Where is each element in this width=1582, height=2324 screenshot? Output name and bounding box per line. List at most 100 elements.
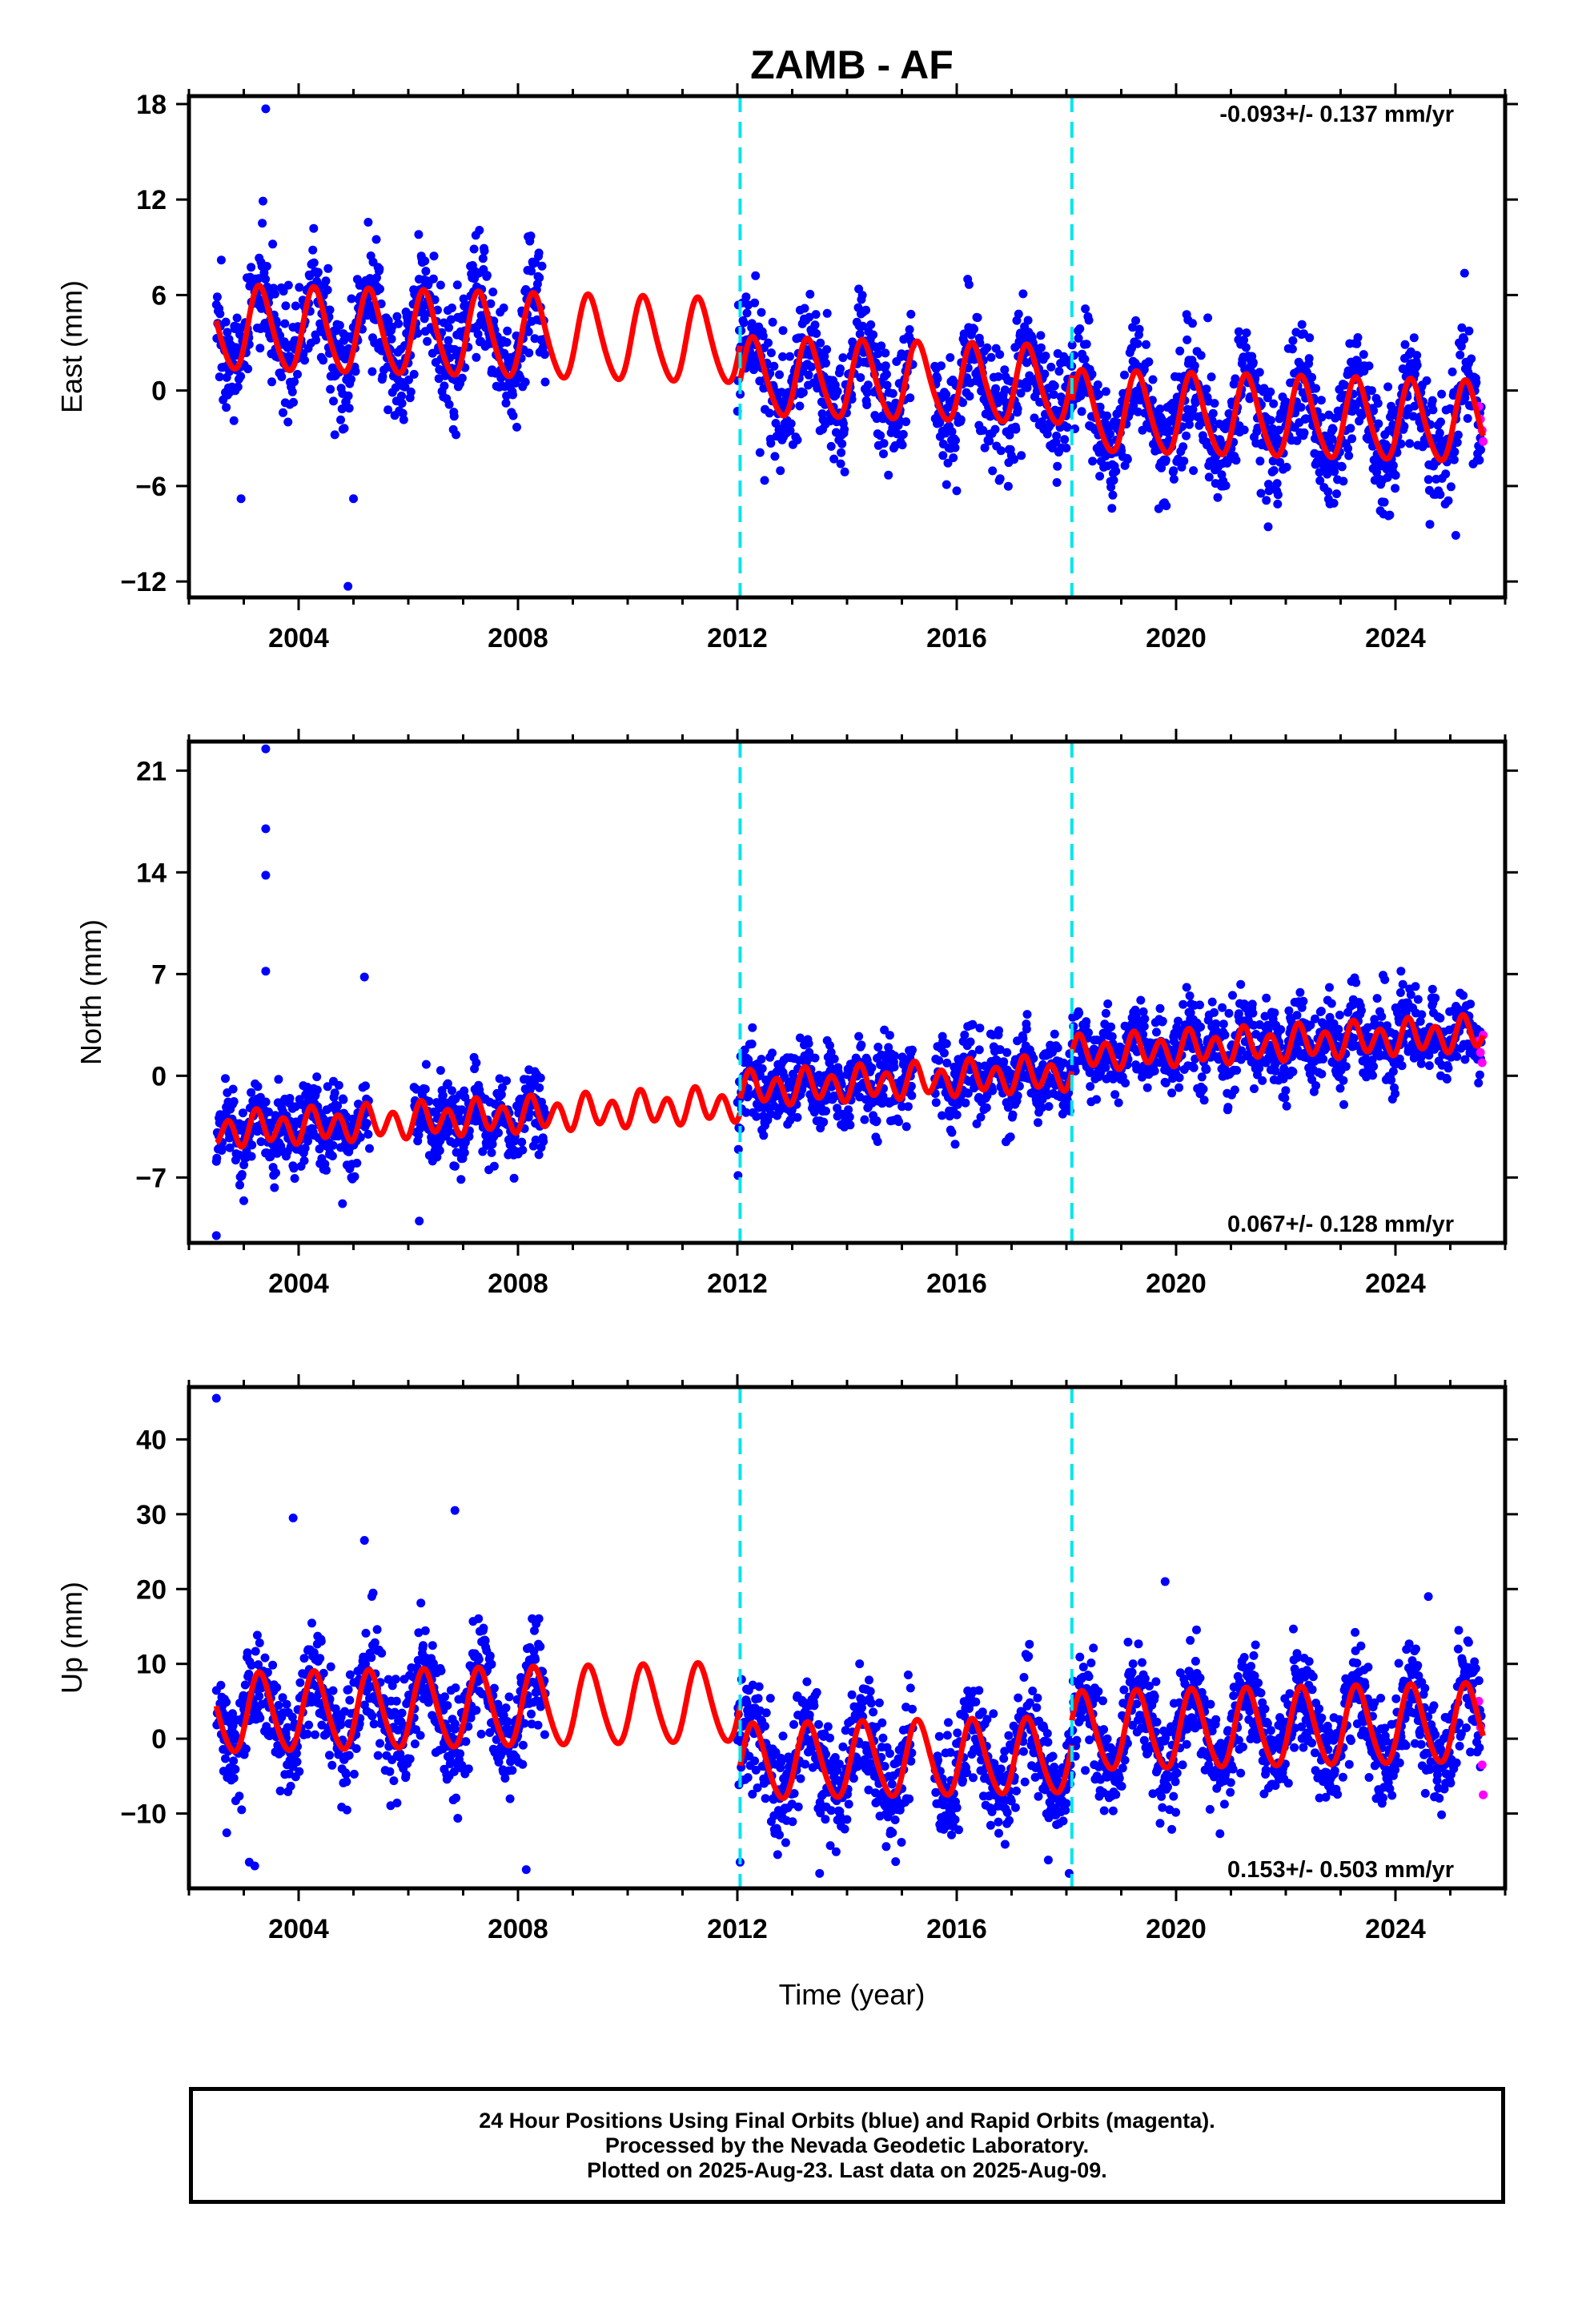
position-point (854, 1031, 864, 1041)
position-point (235, 1180, 244, 1190)
position-point (1010, 455, 1019, 464)
position-point (1287, 344, 1297, 354)
position-point (1292, 1011, 1302, 1020)
y-tick-label: 6 (151, 280, 167, 311)
position-point (291, 1749, 301, 1758)
position-point (1275, 425, 1283, 435)
position-point (1299, 996, 1308, 1006)
position-point (1155, 1003, 1165, 1013)
position-point (1383, 472, 1392, 482)
position-point (1221, 480, 1231, 490)
position-point (873, 1137, 882, 1146)
position-point (436, 280, 445, 290)
position-point (778, 326, 788, 336)
position-point (881, 369, 891, 379)
position-point (1475, 456, 1484, 465)
position-point (856, 373, 865, 382)
position-point (1383, 1021, 1391, 1031)
position-point (1472, 378, 1481, 388)
position-point (1182, 431, 1191, 440)
position-point (1409, 333, 1419, 343)
position-point (1460, 268, 1469, 278)
position-point (1102, 411, 1112, 420)
position-point (280, 319, 290, 328)
position-point (776, 466, 785, 476)
position-point (295, 1678, 305, 1687)
position-point (947, 427, 957, 436)
position-point (845, 1120, 855, 1130)
position-point (860, 1115, 869, 1124)
outlier-point (211, 1231, 221, 1240)
position-point (938, 1111, 947, 1120)
position-point (327, 363, 337, 372)
position-point (822, 308, 832, 318)
position-point (770, 452, 780, 461)
position-point (414, 1130, 424, 1140)
position-point (795, 401, 805, 411)
position-point (1475, 1070, 1484, 1080)
position-point (1344, 451, 1354, 460)
position-point (765, 408, 774, 418)
position-point (1273, 499, 1283, 509)
position-point (1315, 476, 1325, 485)
position-point (1255, 456, 1265, 466)
position-point (1372, 994, 1382, 1003)
position-point (347, 294, 356, 304)
position-point (1263, 522, 1273, 532)
position-point (440, 381, 449, 391)
position-point (304, 1720, 314, 1730)
position-point (1435, 1013, 1445, 1023)
position-point (884, 1043, 893, 1052)
position-point (1282, 1101, 1291, 1111)
position-point (1416, 1059, 1426, 1068)
position-point (907, 1091, 917, 1100)
position-point (942, 1058, 952, 1068)
position-point (965, 392, 974, 401)
position-point (793, 1112, 802, 1122)
position-point (1239, 425, 1249, 435)
position-point (1218, 1003, 1227, 1012)
position-point (244, 1669, 254, 1679)
position-point (1106, 482, 1116, 492)
position-point (901, 417, 911, 427)
position-point (888, 388, 897, 398)
outlier-point (415, 1216, 424, 1226)
x-tick-label: 2016 (926, 623, 987, 653)
position-point (241, 1744, 251, 1754)
position-point (1242, 328, 1251, 338)
position-point (413, 328, 423, 338)
position-point (1459, 991, 1468, 1000)
position-point (469, 244, 479, 254)
position-point (1339, 1100, 1348, 1109)
position-point (537, 261, 547, 271)
position-point (1016, 388, 1026, 398)
position-point (764, 338, 773, 348)
position-point (978, 425, 988, 435)
position-point (876, 431, 885, 440)
position-point (322, 1165, 331, 1175)
position-point (741, 1108, 751, 1117)
position-point (1335, 1011, 1344, 1019)
position-point (1443, 1063, 1453, 1073)
position-point (270, 1183, 279, 1192)
position-point (262, 262, 271, 271)
position-point (1036, 331, 1046, 340)
position-point (243, 364, 253, 374)
position-point (264, 1108, 273, 1116)
position-point (212, 292, 222, 302)
position-point (1013, 1091, 1022, 1100)
position-point (394, 319, 404, 328)
position-point (1243, 1050, 1253, 1059)
position-point (383, 316, 393, 325)
position-point (1017, 451, 1026, 460)
position-point (1359, 350, 1368, 360)
position-point (1282, 462, 1291, 472)
model-fit-line-3 (1069, 366, 1486, 464)
position-point (524, 327, 533, 336)
position-point (1456, 341, 1466, 351)
outlier-point (1396, 967, 1406, 976)
position-point (287, 1712, 297, 1722)
position-point (829, 454, 839, 464)
position-point (1453, 430, 1463, 440)
position-point (279, 408, 287, 417)
